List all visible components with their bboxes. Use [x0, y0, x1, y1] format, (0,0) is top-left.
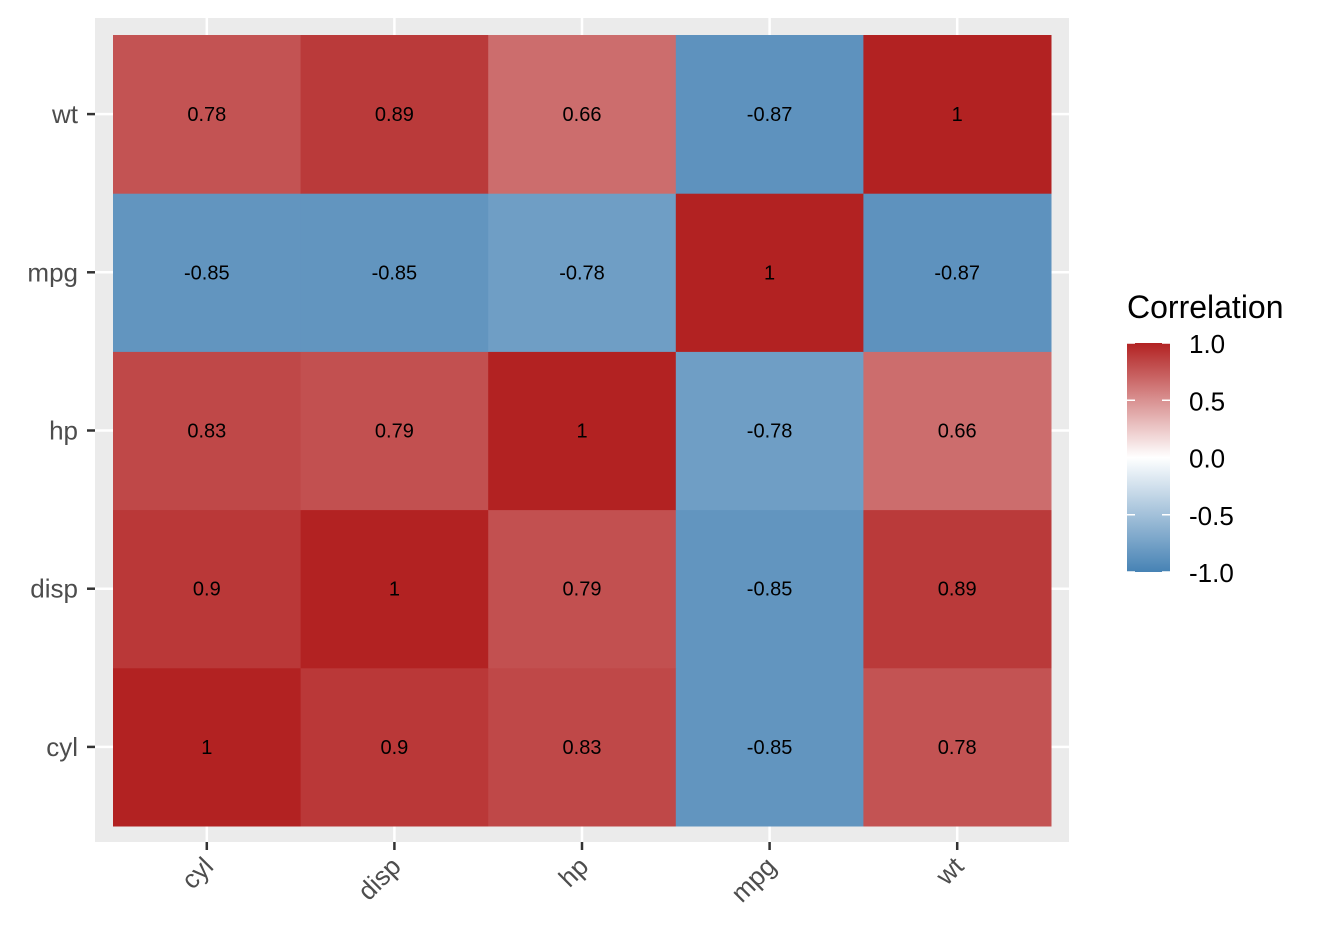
tile-value-label: 0.78: [187, 104, 226, 126]
heatmap-tile: [675, 351, 864, 511]
tile-value-label: -0.87: [934, 262, 980, 284]
heatmap-tile: [113, 193, 302, 352]
legend-tick-label: 1.0: [1189, 329, 1225, 359]
heatmap-tile: [863, 193, 1052, 352]
tile-value-label: 0.9: [380, 737, 408, 759]
tile-value-label: 0.9: [193, 579, 221, 601]
heatmap-tile: [113, 351, 302, 511]
heatmap-tile: [863, 509, 1052, 669]
y-tick-label: disp: [30, 574, 78, 604]
heatmap-tile: [113, 667, 302, 827]
y-tick-label: hp: [49, 416, 78, 446]
heatmap-tile: [488, 667, 677, 827]
heatmap-tile: [863, 35, 1052, 194]
tile-value-label: 1: [389, 579, 400, 601]
tile-value-label: 1: [764, 262, 775, 284]
x-tick-label: wt: [929, 850, 970, 891]
heatmap-tile: [300, 351, 489, 511]
heatmap-tile: [300, 667, 489, 827]
tile-value-label: 0.78: [938, 737, 977, 759]
tile-value-label: -0.85: [747, 579, 793, 601]
tile-value-label: 1: [201, 737, 212, 759]
legend-title: Correlation: [1127, 289, 1284, 325]
tile-value-label: 0.89: [375, 104, 414, 126]
tile-value-label: -0.78: [747, 421, 793, 443]
tile-value-label: 0.66: [563, 104, 602, 126]
tile-value-label: 0.79: [563, 579, 602, 601]
x-tick-label: hp: [553, 851, 595, 893]
tile-value-label: -0.85: [184, 262, 230, 284]
tile-value-label: 1: [576, 421, 587, 443]
tile-value-label: 0.83: [563, 737, 602, 759]
x-tick-label: disp: [352, 851, 407, 906]
x-tick-label: cyl: [175, 851, 219, 895]
heatmap-tile: [113, 35, 302, 194]
legend-tick-label: -0.5: [1189, 501, 1234, 531]
legend-tick-label: 0.0: [1189, 444, 1225, 474]
heatmap-tile: [300, 35, 489, 194]
heatmap-tile: [488, 509, 677, 669]
heatmap-tile: [863, 351, 1052, 511]
heatmap-tile: [488, 351, 677, 511]
legend-tick-label: 0.5: [1189, 386, 1225, 416]
x-tick-label: mpg: [725, 851, 782, 908]
tile-value-label: 0.89: [938, 579, 977, 601]
tile-value-label: -0.85: [747, 737, 793, 759]
tile-value-label: -0.87: [747, 104, 793, 126]
y-tick-label: wt: [51, 99, 79, 129]
heatmap-tile: [300, 193, 489, 352]
tile-value-label: 0.79: [375, 421, 414, 443]
tile-value-label: 0.66: [938, 421, 977, 443]
heatmap-tile: [675, 667, 864, 827]
tile-value-label: -0.85: [372, 262, 418, 284]
heatmap-tile: [488, 193, 677, 352]
legend-tick-label: -1.0: [1189, 558, 1234, 588]
heatmap-tile: [675, 509, 864, 669]
heatmap-tile: [863, 667, 1052, 827]
heatmap-tile: [675, 193, 864, 352]
heatmap-tile: [300, 509, 489, 669]
y-tick-label: mpg: [27, 257, 78, 287]
tile-value-label: 0.83: [187, 421, 226, 443]
y-tick-label: cyl: [46, 732, 78, 762]
heatmap-tile: [675, 35, 864, 194]
tile-value-label: -0.78: [559, 262, 605, 284]
heatmap-tile: [488, 35, 677, 194]
tile-value-label: 1: [952, 104, 963, 126]
heatmap-tile: [113, 509, 302, 669]
